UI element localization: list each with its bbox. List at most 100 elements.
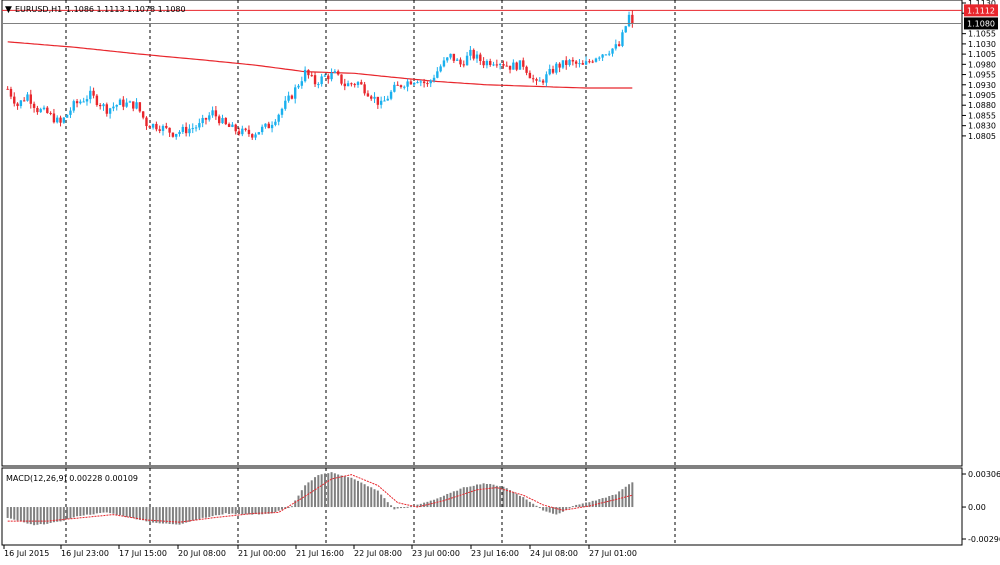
candle bbox=[42, 107, 46, 110]
macd-histogram-bar bbox=[363, 484, 366, 508]
macd-histogram-bar bbox=[548, 507, 551, 513]
candle bbox=[155, 123, 158, 130]
candle bbox=[188, 128, 191, 134]
macd-histogram-bar bbox=[294, 500, 297, 508]
macd-histogram-bar bbox=[99, 507, 102, 513]
macd-histogram-bar bbox=[178, 507, 181, 525]
macd-histogram-bar bbox=[82, 507, 85, 516]
macd-histogram-bar bbox=[66, 507, 69, 520]
candle bbox=[125, 102, 128, 107]
x-tick-label: 16 Jul 23:00 bbox=[61, 549, 109, 558]
candle bbox=[469, 49, 472, 56]
candle bbox=[79, 101, 82, 104]
high-price-tag bbox=[964, 4, 998, 17]
candle bbox=[254, 134, 257, 138]
macd-histogram-bar bbox=[128, 507, 131, 518]
macd-histogram-bar bbox=[343, 476, 346, 508]
y-tick-label: 1.0905 bbox=[968, 91, 996, 100]
candle bbox=[56, 117, 59, 123]
candle bbox=[165, 125, 168, 128]
candle bbox=[614, 44, 618, 49]
last-price-tag-label: 1.1080 bbox=[967, 19, 995, 28]
candle bbox=[601, 54, 604, 58]
macd-histogram-bar bbox=[515, 493, 518, 508]
macd-histogram-bar bbox=[132, 507, 135, 519]
macd-histogram-bar bbox=[571, 506, 574, 508]
macd-histogram-bar bbox=[52, 507, 55, 523]
candle bbox=[132, 101, 135, 109]
candle bbox=[465, 55, 469, 66]
macd-histogram-bar bbox=[370, 487, 373, 508]
macd-histogram-bar bbox=[300, 490, 303, 508]
macd-histogram-bar bbox=[393, 507, 396, 510]
macd-histogram-bar bbox=[62, 507, 65, 521]
candle bbox=[307, 69, 310, 76]
macd-histogram-bar bbox=[618, 491, 621, 508]
macd-histogram-bar bbox=[76, 507, 79, 517]
macd-histogram-bar bbox=[466, 487, 469, 508]
macd-histogram-bar bbox=[439, 497, 442, 508]
candle bbox=[36, 107, 39, 113]
x-tick-label: 27 Jul 01:00 bbox=[589, 549, 637, 558]
candle bbox=[432, 77, 436, 81]
candle bbox=[455, 59, 459, 61]
y-tick-label: 1.0955 bbox=[968, 71, 996, 80]
symbol-dropdown-icon[interactable]: ▼ bbox=[5, 5, 12, 15]
candle bbox=[535, 79, 538, 81]
candle bbox=[340, 74, 343, 84]
candle bbox=[208, 115, 211, 120]
candle bbox=[505, 65, 508, 67]
macd-histogram-bar bbox=[119, 507, 122, 516]
candle bbox=[604, 54, 608, 56]
last-price-tag bbox=[964, 17, 998, 30]
candle bbox=[548, 68, 551, 75]
macd-histogram-bar bbox=[591, 500, 594, 508]
candle bbox=[439, 66, 442, 72]
macd-histogram-bar bbox=[13, 507, 16, 520]
macd-histogram-bar bbox=[297, 495, 300, 508]
macd-histogram-bar bbox=[125, 507, 128, 518]
candle bbox=[221, 117, 224, 124]
macd-histogram-bar bbox=[522, 497, 525, 508]
candle bbox=[631, 14, 634, 24]
candle bbox=[406, 81, 409, 87]
candle bbox=[419, 81, 423, 83]
candle bbox=[578, 63, 581, 65]
macd-signal-line bbox=[7, 474, 633, 523]
candle bbox=[138, 102, 142, 112]
candle bbox=[65, 114, 69, 118]
candle bbox=[112, 106, 115, 109]
macd-histogram-bar bbox=[231, 507, 234, 514]
candle bbox=[22, 100, 26, 102]
candle bbox=[522, 60, 525, 67]
candle bbox=[482, 61, 485, 66]
macd-histogram-bar bbox=[234, 507, 237, 515]
candle bbox=[528, 72, 532, 79]
candle bbox=[588, 61, 591, 63]
candle bbox=[330, 72, 333, 80]
macd-histogram-bar bbox=[416, 504, 419, 508]
candle bbox=[495, 64, 499, 66]
macd-subwindow-frame bbox=[1, 467, 963, 546]
x-tick-label: 23 Jul 00:00 bbox=[412, 549, 460, 558]
macd-histogram-bar bbox=[224, 507, 227, 514]
candle bbox=[611, 48, 614, 54]
macd-histogram-bar bbox=[611, 495, 614, 508]
candle bbox=[426, 83, 429, 85]
macd-histogram-bar bbox=[46, 507, 49, 524]
candle bbox=[85, 99, 89, 102]
candle bbox=[62, 117, 66, 123]
candle bbox=[333, 71, 337, 73]
macd-histogram-bar bbox=[228, 507, 231, 515]
candle bbox=[545, 74, 548, 83]
candle bbox=[82, 101, 85, 103]
macd-histogram-bar bbox=[135, 507, 138, 520]
macd-histogram-bar bbox=[442, 495, 445, 508]
y-tick-label: 1.0830 bbox=[968, 122, 996, 131]
candle bbox=[436, 71, 439, 78]
candle bbox=[452, 53, 456, 61]
macd-histogram-bar bbox=[247, 507, 250, 515]
macd-histogram-bar bbox=[399, 507, 402, 509]
